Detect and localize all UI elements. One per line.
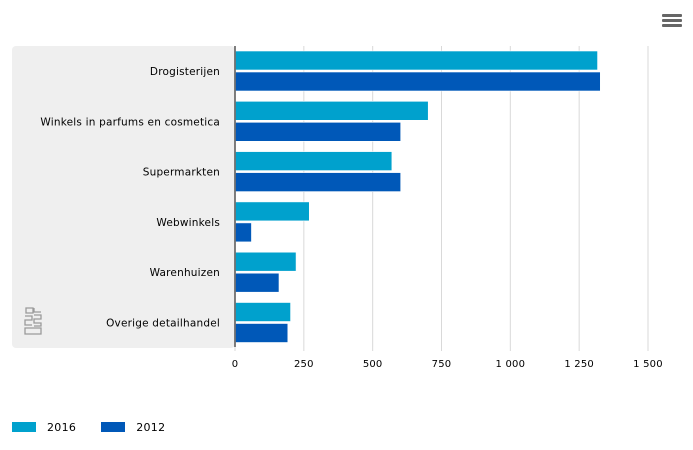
hamburger-menu-icon xyxy=(662,14,682,17)
cbs-logo-icon xyxy=(24,307,42,335)
legend-swatch-2012 xyxy=(101,422,126,432)
bar-2012[interactable] xyxy=(235,272,280,293)
bar-2012[interactable] xyxy=(235,323,289,343)
legend-label-2016: 2016 xyxy=(47,420,77,434)
bar-2012[interactable] xyxy=(235,222,252,243)
category-labels: Drogisterijen Winkels in parfums en cosme… xyxy=(40,66,220,330)
legend-label-2012: 2012 xyxy=(136,420,166,434)
bar-2016[interactable] xyxy=(235,151,393,171)
category-label: Drogisterijen xyxy=(150,66,220,78)
bars xyxy=(235,50,601,343)
gridlines xyxy=(234,46,649,351)
bar-2016[interactable] xyxy=(235,101,429,121)
legend-item-2016[interactable]: 2016 xyxy=(12,421,76,434)
x-tick-label: 1 000 xyxy=(496,359,526,370)
x-tick-label: 750 xyxy=(432,359,452,370)
bar-2012[interactable] xyxy=(235,122,401,142)
legend-item-2012[interactable]: 2012 xyxy=(101,421,165,434)
x-tick-label: 250 xyxy=(294,359,314,370)
category-label: Webwinkels xyxy=(156,217,220,229)
x-tick-label: 1 250 xyxy=(564,359,594,370)
x-tick-label: 500 xyxy=(363,359,383,370)
x-tick-label: 1 500 xyxy=(633,359,663,370)
category-label: Supermarkten xyxy=(143,167,220,179)
bar-2012[interactable] xyxy=(235,71,601,92)
bar-2012[interactable] xyxy=(235,172,401,192)
category-label: Winkels in parfums en cosmetica xyxy=(40,116,220,128)
legend-swatch-2016 xyxy=(12,422,36,432)
bar-2016[interactable] xyxy=(235,50,598,71)
bar-2016[interactable] xyxy=(235,201,310,222)
category-label: Overige detailhandel xyxy=(106,318,220,330)
x-tick-label: 0 xyxy=(232,359,239,370)
category-label-panel xyxy=(12,46,235,348)
value-axis-tick-labels: 0 250 500 750 1 000 1 250 1 500 xyxy=(232,359,663,370)
bar-2016[interactable] xyxy=(235,302,291,322)
chart-menu-button[interactable] xyxy=(662,14,682,30)
bar-2016[interactable] xyxy=(235,251,297,272)
legend: 2016 2012 xyxy=(12,419,190,435)
category-label: Warenhuizen xyxy=(150,267,220,279)
